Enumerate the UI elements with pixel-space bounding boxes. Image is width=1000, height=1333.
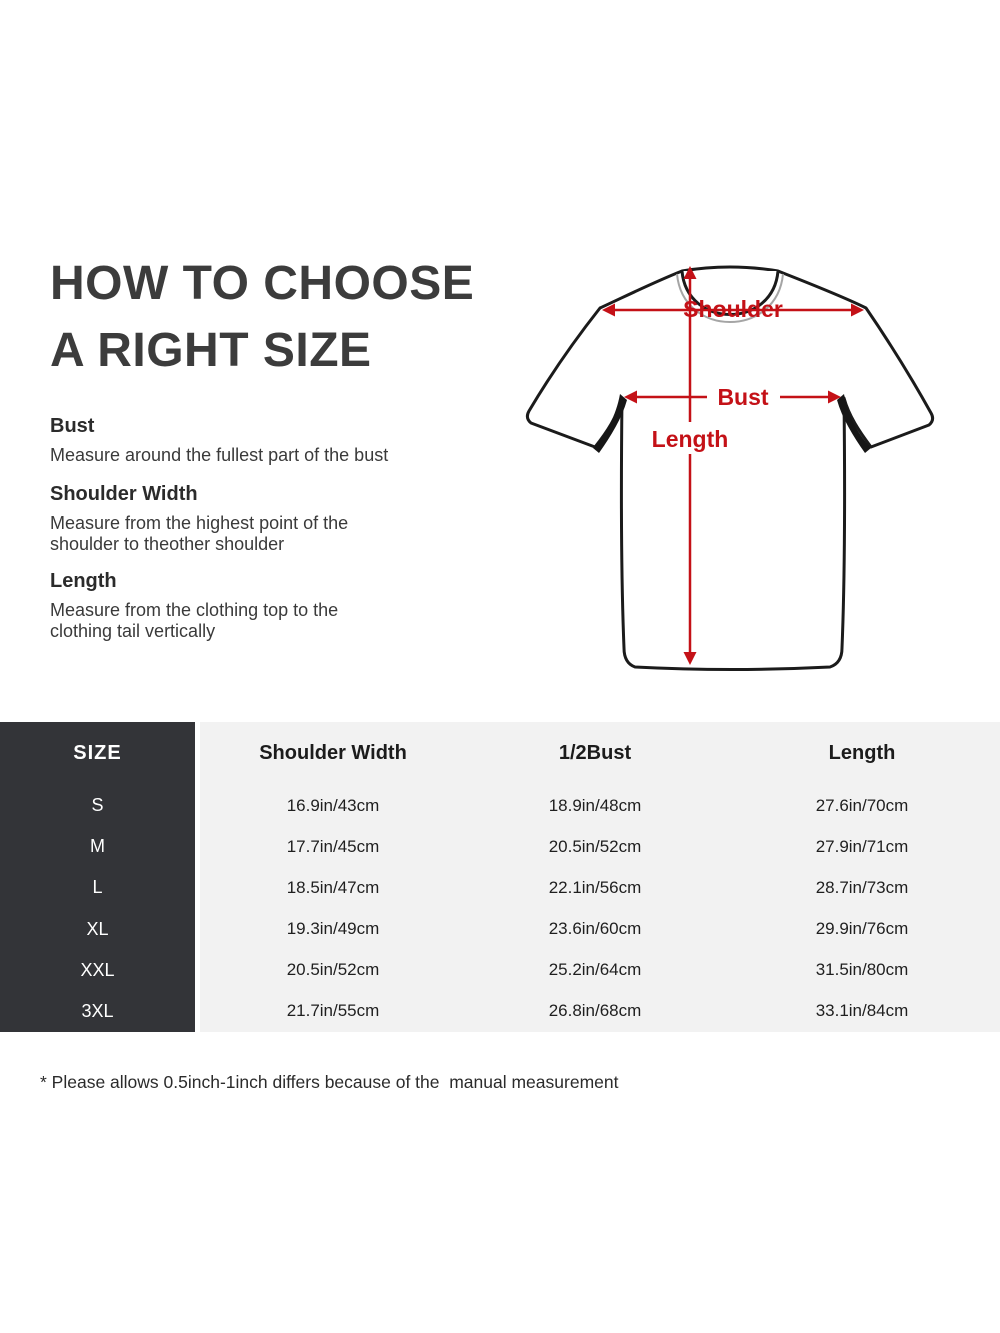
shoulder-width-cell: 20.5in/52cm [200, 949, 466, 991]
size-table-header-shoulder-width: Shoulder Width [200, 722, 466, 785]
page-title-line1: HOW TO CHOOSE [50, 257, 475, 310]
size-table-header-length: Length [724, 722, 1000, 785]
half-bust-cell: 18.9in/48cm [466, 785, 724, 827]
shoulder-width-cell: 18.5in/47cm [200, 867, 466, 909]
guide-heading-bust: Bust [50, 415, 95, 437]
guide-desc-shoulder-width: Measure from the highest point of the sh… [50, 513, 349, 554]
length-cell: 31.5in/80cm [724, 949, 1000, 991]
half-bust-cell: 20.5in/52cm [466, 826, 724, 868]
guide-section-length: Length Measure from the clothing top to … [50, 570, 470, 642]
size-cell: XXL [0, 949, 200, 991]
size-cell: 3XL [0, 990, 200, 1032]
shoulder-arrow-icon [602, 303, 864, 317]
length-cell: 29.9in/76cm [724, 908, 1000, 950]
shoulder-width-cell: 17.7in/45cm [200, 826, 466, 868]
length-cell: 27.6in/70cm [724, 785, 1000, 827]
page-title-line2: A RIGHT SIZE [50, 324, 372, 377]
guide-heading-shoulder-width: Shoulder Width [50, 483, 198, 505]
tshirt-outline-icon [525, 265, 935, 671]
guide-desc-length: Measure from the clothing top to the clo… [50, 600, 339, 641]
half-bust-cell: 26.8in/68cm [466, 990, 724, 1032]
half-bust-cell: 22.1in/56cm [466, 867, 724, 909]
length-arrow-icon [683, 266, 697, 665]
bust-arrow-icon [624, 390, 841, 404]
guide-heading-length: Length [50, 570, 117, 592]
length-cell: 33.1in/84cm [724, 990, 1000, 1032]
page-title: HOW TO CHOOSE A RIGHT SIZE [50, 250, 474, 384]
size-table-header-size: SIZE [0, 722, 200, 785]
guide-section-shoulder-width: Shoulder Width Measure from the highest … [50, 483, 470, 555]
size-table-header-half-bust: 1/2Bust [466, 722, 724, 785]
tshirt-diagram: Shoulder Bust Length [525, 265, 935, 671]
size-cell: L [0, 867, 200, 909]
length-cell: 27.9in/71cm [724, 826, 1000, 868]
shoulder-width-cell: 16.9in/43cm [200, 785, 466, 827]
size-cell: XL [0, 908, 200, 950]
length-cell: 28.7in/73cm [724, 867, 1000, 909]
size-cell: M [0, 826, 200, 868]
length-arrow-label: Length [652, 426, 729, 452]
guide-desc-bust: Measure around the fullest part of the b… [50, 445, 389, 465]
shoulder-width-cell: 19.3in/49cm [200, 908, 466, 950]
shoulder-arrow-label: Shoulder [683, 296, 783, 322]
half-bust-cell: 23.6in/60cm [466, 908, 724, 950]
size-cell: S [0, 785, 200, 827]
half-bust-cell: 25.2in/64cm [466, 949, 724, 991]
guide-section-bust: Bust Measure around the fullest part of … [50, 415, 470, 466]
shoulder-width-cell: 21.7in/55cm [200, 990, 466, 1032]
measurement-footnote: * Please allows 0.5inch-1inch differs be… [40, 1072, 619, 1092]
bust-arrow-label: Bust [717, 384, 768, 410]
size-table: SIZE Shoulder Width 1/2Bust Length S 16.9… [0, 722, 1000, 1032]
